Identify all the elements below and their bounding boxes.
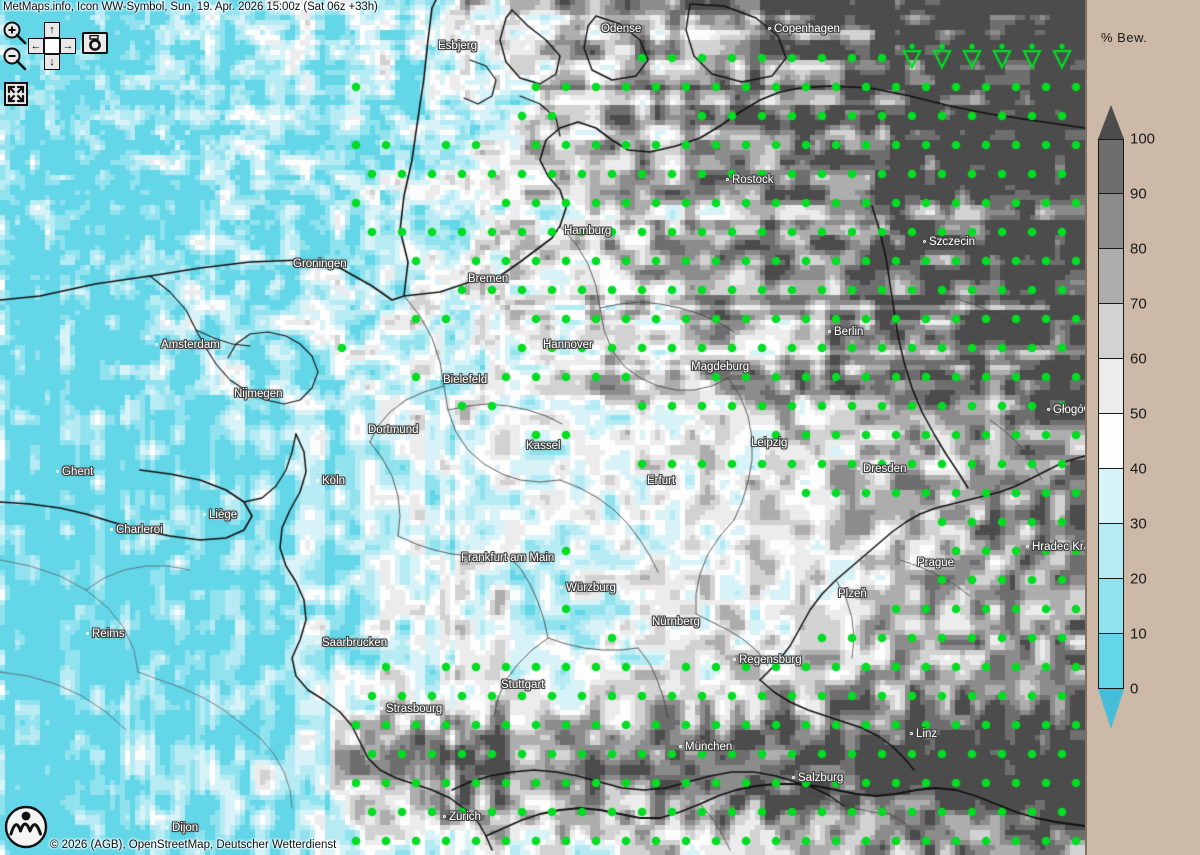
legend-band xyxy=(1098,304,1124,359)
map-title: MetMaps.info, Icon WW-Symbol, Sun, 19. A… xyxy=(3,1,378,13)
legend-band xyxy=(1098,139,1124,194)
legend-tick: 30 xyxy=(1130,515,1147,533)
legend-band xyxy=(1098,524,1124,579)
map-viewport[interactable] xyxy=(0,0,1085,855)
legend-band xyxy=(1098,249,1124,304)
metmaps-logo-icon[interactable] xyxy=(4,805,48,849)
legend-tick: 10 xyxy=(1130,625,1147,643)
camera-icon[interactable] xyxy=(82,32,108,54)
pan-up-icon[interactable]: ↑ xyxy=(44,22,60,38)
legend-band xyxy=(1098,414,1124,469)
legend-tick: 20 xyxy=(1130,570,1147,588)
legend-band xyxy=(1098,359,1124,414)
legend-title: % Bew. xyxy=(1101,30,1148,45)
zoom-in-icon[interactable] xyxy=(2,20,28,46)
pan-left-icon[interactable]: ← xyxy=(28,38,44,54)
legend-tick: 50 xyxy=(1130,405,1147,423)
legend-band xyxy=(1098,194,1124,249)
legend-tick: 0 xyxy=(1130,680,1139,698)
map-canvas[interactable] xyxy=(0,0,1085,855)
pan-down-icon[interactable]: ↓ xyxy=(44,54,60,70)
fullscreen-icon[interactable] xyxy=(4,82,28,106)
legend-tick: 60 xyxy=(1130,350,1147,368)
legend-band xyxy=(1098,469,1124,524)
legend-tick: 80 xyxy=(1130,240,1147,258)
legend-tick: 40 xyxy=(1130,460,1147,478)
pan-center xyxy=(44,38,60,54)
legend-tick: 90 xyxy=(1130,185,1147,203)
legend-band xyxy=(1098,579,1124,634)
attribution-text: © 2026 (AGB), OpenStreetMap, Deutscher W… xyxy=(50,839,337,851)
legend-cap-bottom xyxy=(1098,689,1124,729)
legend-tick: 70 xyxy=(1130,295,1147,313)
legend-colorbar xyxy=(1098,105,1124,729)
pan-right-icon[interactable]: → xyxy=(60,38,76,54)
legend-panel: % Bew. 100 90 80 70 60 50 40 30 20 10 0 xyxy=(1085,0,1200,855)
legend-band xyxy=(1098,634,1124,689)
legend-cap-top xyxy=(1098,105,1124,139)
legend-tick: 100 xyxy=(1130,130,1156,148)
zoom-out-icon[interactable] xyxy=(2,46,28,72)
